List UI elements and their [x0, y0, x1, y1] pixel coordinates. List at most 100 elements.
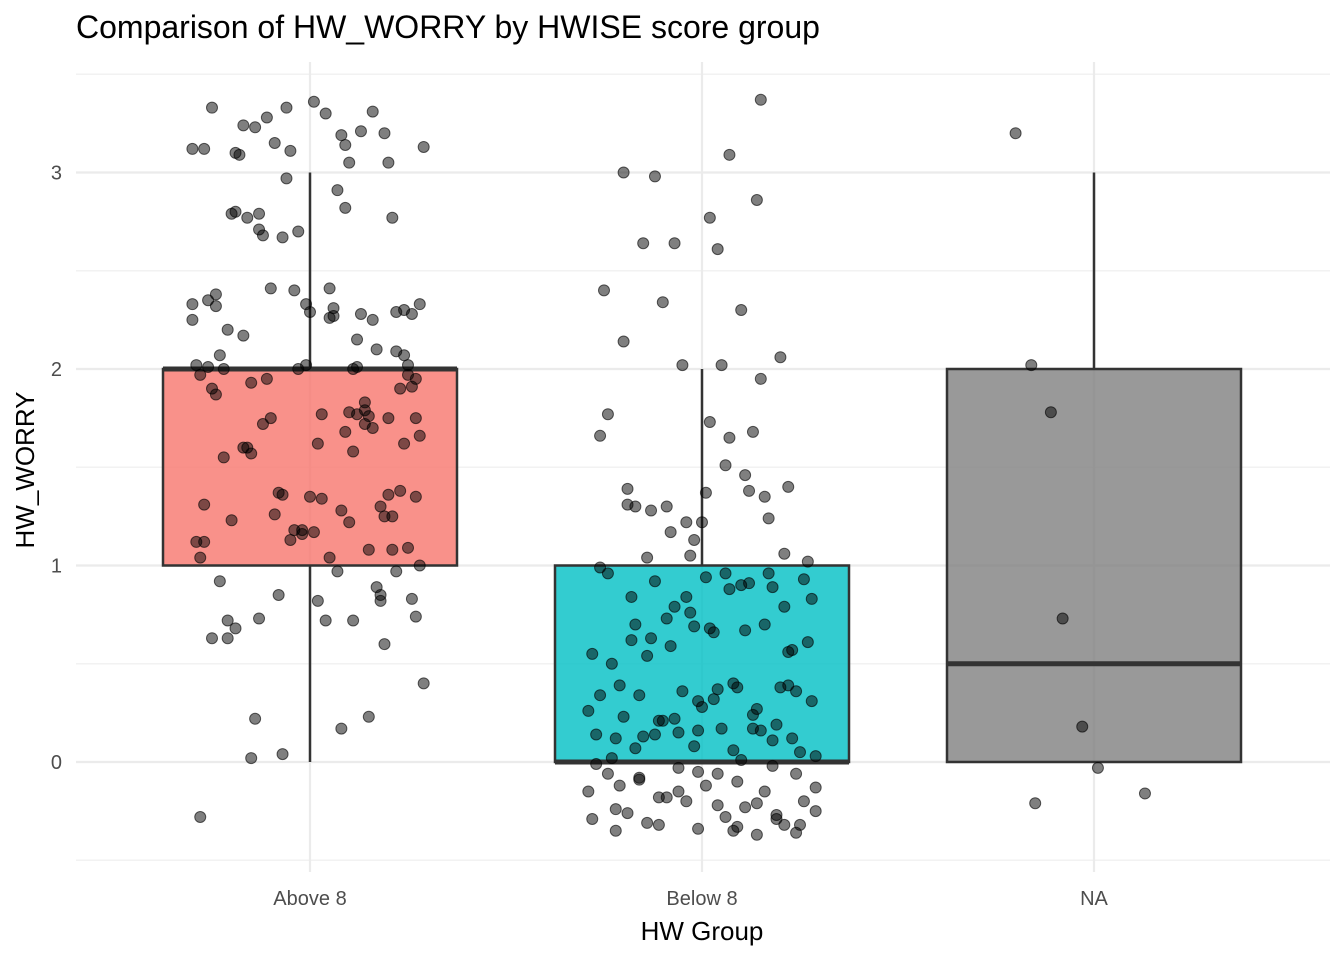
data-point	[711, 243, 724, 256]
data-point	[339, 201, 352, 214]
data-point	[253, 223, 266, 236]
data-point	[398, 437, 411, 450]
data-point	[1029, 797, 1042, 810]
data-point	[190, 359, 203, 372]
data-point	[194, 551, 207, 564]
data-point	[417, 140, 430, 153]
data-point	[766, 759, 779, 772]
data-point	[198, 142, 211, 155]
data-point	[202, 361, 215, 374]
data-point	[660, 612, 673, 625]
data-point	[770, 718, 783, 731]
data-point	[782, 480, 795, 493]
data-point	[699, 486, 712, 499]
data-point	[323, 551, 336, 564]
data-point	[268, 508, 281, 521]
data-point	[198, 535, 211, 548]
chart-title: Comparison of HW_WORRY by HWISE score gr…	[76, 9, 820, 45]
data-point	[213, 349, 226, 362]
data-point	[766, 581, 779, 594]
data-point	[335, 722, 348, 735]
data-point	[280, 172, 293, 185]
data-point	[699, 779, 712, 792]
data-point	[280, 101, 293, 114]
data-point	[229, 622, 242, 635]
data-point	[225, 207, 238, 220]
data-point	[339, 425, 352, 438]
data-point	[398, 304, 411, 317]
data-point	[715, 359, 728, 372]
data-point	[409, 490, 422, 503]
data-point	[276, 231, 289, 244]
data-point	[260, 372, 273, 385]
data-point	[382, 488, 395, 501]
data-point	[1076, 720, 1089, 733]
data-point	[703, 622, 716, 635]
data-point	[296, 528, 309, 541]
data-point	[758, 785, 771, 798]
data-point	[206, 382, 218, 395]
data-point	[335, 129, 348, 142]
data-point	[315, 408, 328, 421]
data-point	[307, 526, 320, 539]
data-point	[370, 581, 383, 594]
data-point	[731, 681, 744, 694]
data-point	[672, 761, 685, 774]
data-point	[386, 543, 399, 556]
y-axis-ticks: 0 1 2 3	[51, 163, 62, 775]
data-point	[648, 170, 661, 183]
data-point	[758, 618, 771, 631]
data-point	[739, 801, 752, 814]
data-point	[409, 412, 422, 425]
data-point	[354, 125, 367, 138]
data-point	[703, 211, 716, 224]
data-point	[1044, 406, 1057, 419]
data-point	[790, 767, 803, 780]
data-point	[366, 105, 379, 118]
y-tick-label: 2	[51, 359, 62, 381]
data-point	[645, 632, 658, 645]
data-point	[617, 166, 630, 179]
data-point	[288, 284, 301, 297]
data-point	[625, 590, 638, 603]
data-point	[676, 685, 689, 698]
data-point	[699, 571, 712, 584]
y-tick-label: 1	[51, 556, 62, 578]
data-point	[1025, 359, 1038, 372]
data-point	[719, 567, 732, 580]
data-point	[735, 304, 748, 317]
data-point	[809, 750, 822, 763]
data-point	[801, 636, 814, 649]
data-point	[354, 307, 367, 320]
data-point	[660, 500, 673, 513]
data-point	[209, 288, 222, 301]
data-point	[794, 818, 806, 831]
box-layer	[161, 172, 1243, 765]
data-point	[327, 309, 340, 322]
data-point	[672, 785, 685, 798]
data-point	[617, 335, 630, 348]
data-point	[366, 421, 379, 434]
data-point	[719, 459, 732, 472]
data-point	[394, 484, 407, 497]
data-point	[629, 742, 642, 755]
data-point	[711, 799, 724, 812]
data-point	[633, 771, 646, 784]
data-point	[805, 592, 818, 605]
data-point	[268, 137, 281, 150]
data-point	[805, 695, 818, 708]
data-point	[1009, 127, 1022, 140]
data-point	[648, 728, 661, 741]
data-point	[1138, 787, 1151, 800]
data-point	[390, 565, 403, 578]
data-point	[750, 194, 763, 207]
data-point	[625, 634, 638, 647]
data-point	[402, 359, 414, 372]
data-point	[739, 469, 752, 482]
data-point	[409, 610, 422, 623]
data-point	[186, 298, 199, 311]
data-point	[629, 618, 642, 631]
data-point	[762, 512, 775, 525]
data-point	[797, 573, 810, 586]
data-point	[582, 785, 595, 798]
